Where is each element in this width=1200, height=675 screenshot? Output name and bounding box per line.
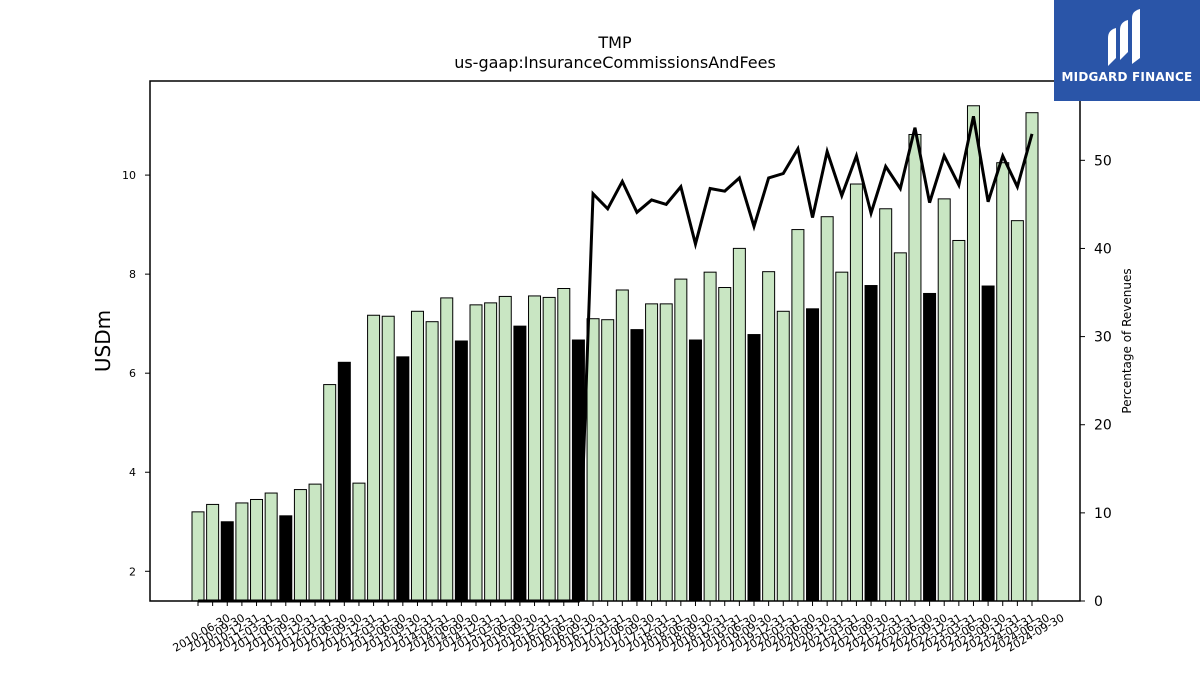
bar [352, 482, 366, 602]
y-right-tick-label: 30 [1094, 330, 1112, 346]
bar [498, 295, 512, 602]
bar [235, 502, 249, 602]
logo-mark-icon [1108, 9, 1140, 66]
bar [1010, 220, 1024, 602]
bar [996, 162, 1010, 602]
y-tick-label: 8 [129, 268, 136, 281]
y-right-tick-label: 10 [1094, 506, 1112, 522]
bar [425, 321, 439, 602]
bar [849, 183, 863, 602]
bar [454, 340, 468, 602]
bar [396, 356, 410, 602]
bar [469, 304, 483, 602]
bar [323, 384, 337, 602]
bar [718, 287, 732, 602]
bar [732, 247, 746, 602]
line-series [198, 115, 1034, 603]
bar [293, 489, 307, 602]
bar [908, 133, 922, 602]
bar [937, 198, 951, 602]
bar [879, 208, 893, 602]
plot-frame [149, 80, 1081, 602]
bar [864, 285, 878, 602]
bar [966, 105, 980, 602]
bars-layer [191, 105, 1039, 602]
bar [410, 310, 424, 602]
bar [645, 303, 659, 602]
bar [542, 296, 556, 602]
y-tick-label: 4 [129, 466, 136, 479]
bar [688, 339, 702, 602]
y-right-tick-label: 0 [1094, 594, 1103, 610]
y-tick-label: 2 [129, 565, 136, 578]
bar [674, 278, 688, 602]
bar [528, 295, 542, 602]
bar [893, 252, 907, 602]
bar [923, 292, 937, 602]
bar [381, 315, 395, 602]
bar [659, 303, 673, 602]
y-right-tick-label: 50 [1094, 153, 1112, 169]
bar [981, 285, 995, 602]
bar [806, 308, 820, 602]
brand-logo: MIDGARD FINANCE [1054, 0, 1200, 101]
bar [601, 319, 615, 602]
bar [206, 503, 220, 602]
bar [586, 318, 600, 602]
line-layer [198, 115, 1034, 603]
bar [264, 492, 278, 602]
bar [484, 302, 498, 602]
bar [250, 498, 264, 602]
bar [1025, 112, 1039, 602]
logo-text: MIDGARD FINANCE [1061, 70, 1193, 84]
bar [513, 325, 527, 602]
bar [220, 521, 234, 602]
bar [191, 511, 205, 602]
bar [703, 271, 717, 602]
bar [820, 216, 834, 602]
bar [791, 229, 805, 602]
y-right-tick-label: 20 [1094, 418, 1112, 434]
y-axis-left: 2 4 6 8 10 [122, 169, 150, 578]
bar [630, 329, 644, 602]
bar [367, 314, 381, 602]
y-right-tick-label: 40 [1094, 241, 1112, 257]
bar [835, 271, 849, 602]
y-axis-right: 0 10 20 30 40 50 [1080, 153, 1112, 610]
bar [279, 515, 293, 602]
chart-subtitle: us-gaap:InsuranceCommissionsAndFees [454, 53, 776, 72]
x-axis: 2010-06-302010-09-302010-12-312011-03-31… [171, 601, 1067, 655]
bar [557, 288, 571, 602]
chart-title: TMP [597, 33, 632, 52]
bar [615, 289, 629, 602]
y-tick-label: 6 [129, 367, 136, 380]
bar [776, 310, 790, 602]
bar [762, 271, 776, 602]
y-axis-label-left: USDm [91, 310, 115, 372]
bar [952, 239, 966, 602]
bar [308, 483, 322, 602]
y-tick-label: 10 [122, 169, 136, 182]
bar [440, 297, 454, 602]
y-axis-label-right: Percentage of Revenues [1120, 268, 1134, 413]
bar [337, 361, 351, 602]
bar [747, 334, 761, 602]
